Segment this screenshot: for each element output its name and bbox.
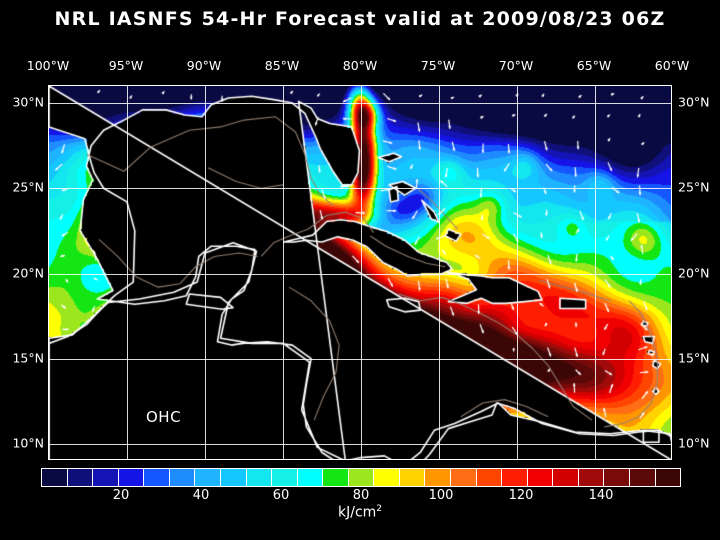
colorbar-segment-23 bbox=[629, 469, 656, 486]
latitude-tick-right-0: 30°N bbox=[678, 94, 710, 110]
latitude-tick-right-4: 10°N bbox=[678, 435, 710, 451]
colorbar-tick-4: 100 bbox=[428, 488, 454, 503]
colorbar-segment-22 bbox=[604, 469, 630, 486]
gridline-lat-4 bbox=[49, 443, 671, 445]
colorbar-segment-3 bbox=[118, 469, 145, 486]
colorbar-segment-5 bbox=[169, 469, 196, 486]
longitude-tick-0: 100°W bbox=[26, 58, 70, 73]
colorbar-segment-11 bbox=[323, 469, 349, 486]
gridline-lon-6 bbox=[517, 86, 518, 459]
colorbar-segment-9 bbox=[272, 469, 298, 486]
ohc-color-field bbox=[49, 86, 671, 459]
colorbar-segment-2 bbox=[93, 469, 119, 486]
latitude-tick-left-0: 30°N bbox=[12, 94, 44, 110]
longitude-tick-5: 75°W bbox=[420, 58, 456, 73]
colorbar-segment-0 bbox=[42, 469, 68, 486]
colorbar-segment-1 bbox=[67, 469, 94, 486]
colorbar-segment-14 bbox=[399, 469, 426, 486]
gridline-lon-5 bbox=[439, 86, 440, 459]
gridline-lat-2 bbox=[49, 273, 671, 275]
gridline-lon-7 bbox=[595, 86, 596, 459]
gridline-lon-4 bbox=[361, 86, 362, 459]
gridline-lat-0 bbox=[49, 103, 671, 105]
colorbar-segment-19 bbox=[527, 469, 554, 486]
colorbar-segment-15 bbox=[425, 469, 451, 486]
colorbar-segment-4 bbox=[144, 469, 170, 486]
latitude-tick-left-3: 15°N bbox=[12, 350, 44, 366]
latitude-tick-right-2: 20°N bbox=[678, 265, 710, 280]
longitude-tick-2: 90°W bbox=[186, 58, 222, 73]
latitude-tick-right-3: 15°N bbox=[678, 350, 710, 366]
gridline-lon-1 bbox=[127, 86, 128, 459]
figure-title: NRL IASNFS 54-Hr Forecast valid at 2009/… bbox=[54, 8, 666, 30]
colorbar-segment-18 bbox=[502, 469, 528, 486]
gridline-lat-3 bbox=[49, 358, 671, 360]
colorbar-segment-17 bbox=[476, 469, 503, 486]
colorbar-segment-16 bbox=[451, 469, 477, 486]
longitude-tick-8: 60°W bbox=[654, 58, 690, 73]
colorbar bbox=[41, 468, 681, 487]
colorbar-segment-24 bbox=[655, 469, 681, 486]
latitude-tick-right-1: 25°N bbox=[678, 179, 710, 195]
colorbar-tick-6: 140 bbox=[588, 488, 614, 503]
colorbar-segment-10 bbox=[297, 469, 324, 486]
ohc-map-plot bbox=[48, 85, 672, 460]
gridline-lon-2 bbox=[205, 86, 206, 459]
ohc-annotation-label: OHC bbox=[146, 408, 182, 426]
colorbar-unit-label: kJ/cm2 bbox=[337, 504, 383, 521]
colorbar-segment-20 bbox=[553, 469, 579, 486]
gridline-lon-3 bbox=[283, 86, 284, 459]
colorbar-segment-8 bbox=[246, 469, 273, 486]
colorbar-segment-7 bbox=[220, 469, 247, 486]
colorbar-tick-0: 20 bbox=[112, 488, 130, 503]
ohc-raster bbox=[49, 86, 671, 459]
colorbar-segment-6 bbox=[195, 469, 221, 486]
colorbar-tick-5: 120 bbox=[508, 488, 534, 503]
latitude-tick-left-4: 10°N bbox=[12, 435, 44, 451]
colorbar-segment-13 bbox=[374, 469, 400, 486]
longitude-tick-6: 70°W bbox=[498, 58, 534, 73]
longitude-tick-7: 65°W bbox=[576, 58, 612, 73]
longitude-tick-4: 80°W bbox=[342, 58, 378, 73]
colorbar-segment-21 bbox=[578, 469, 605, 486]
colorbar-tick-3: 80 bbox=[352, 488, 370, 503]
colorbar-tick-1: 40 bbox=[192, 488, 210, 503]
longitude-tick-1: 95°W bbox=[108, 58, 144, 73]
colorbar-tick-2: 60 bbox=[272, 488, 290, 503]
colorbar-segment-12 bbox=[348, 469, 375, 486]
latitude-tick-left-1: 25°N bbox=[12, 179, 44, 195]
gridline-lat-1 bbox=[49, 188, 671, 190]
longitude-tick-3: 85°W bbox=[264, 58, 300, 73]
latitude-tick-left-2: 20°N bbox=[12, 265, 44, 280]
